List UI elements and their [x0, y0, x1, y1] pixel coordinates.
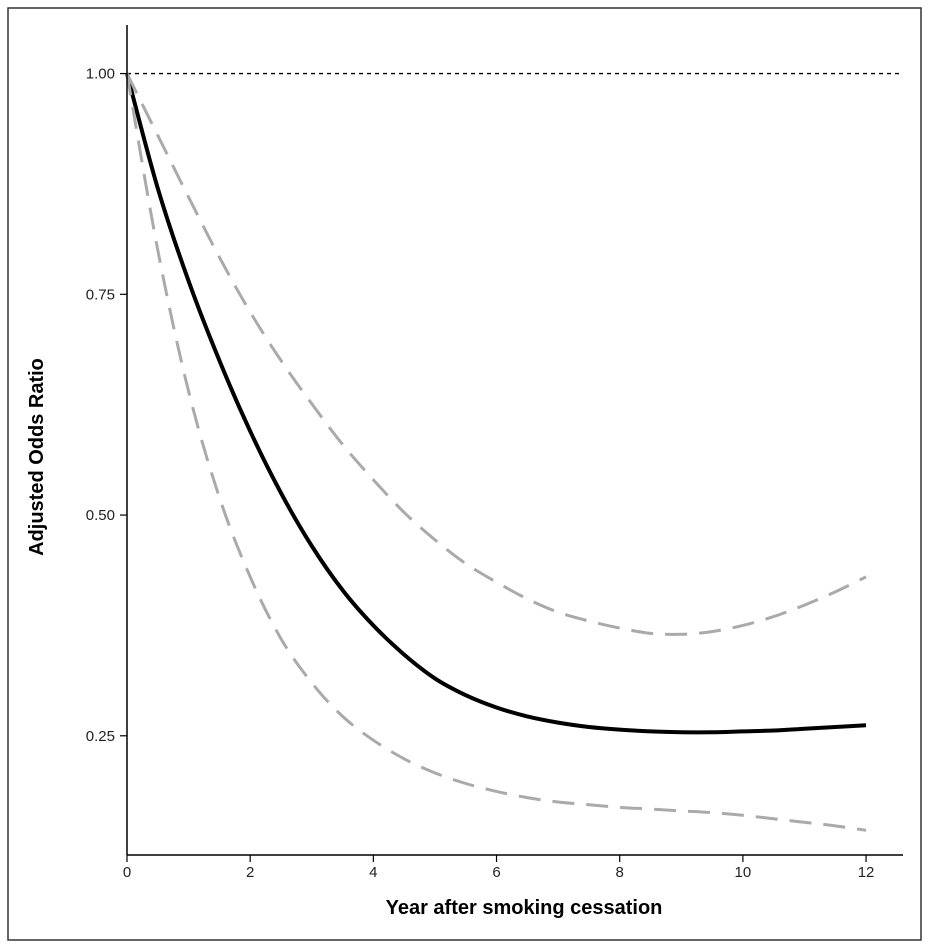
x-tick-label: 0 [123, 864, 131, 881]
y-axis-label: Adjusted Odds Ratio [26, 358, 48, 556]
y-tick-label: 0.25 [86, 728, 115, 745]
y-tick-label: 0.75 [86, 286, 115, 303]
x-tick-label: 6 [492, 864, 500, 881]
y-tick-label: 1.00 [86, 66, 115, 83]
x-axis-label: Year after smoking cessation [386, 897, 663, 919]
lower-ci-line [125, 73, 867, 832]
upper-ci-line [125, 72, 867, 636]
x-tick-label: 10 [735, 864, 752, 881]
x-tick-label: 8 [616, 864, 624, 881]
x-tick-label: 4 [369, 864, 377, 881]
figure-frame [7, 7, 922, 941]
x-tick-label: 12 [858, 864, 875, 881]
y-tick-label: 0.50 [86, 507, 115, 524]
estimate-line [125, 73, 867, 735]
x-tick-label: 2 [246, 864, 254, 881]
